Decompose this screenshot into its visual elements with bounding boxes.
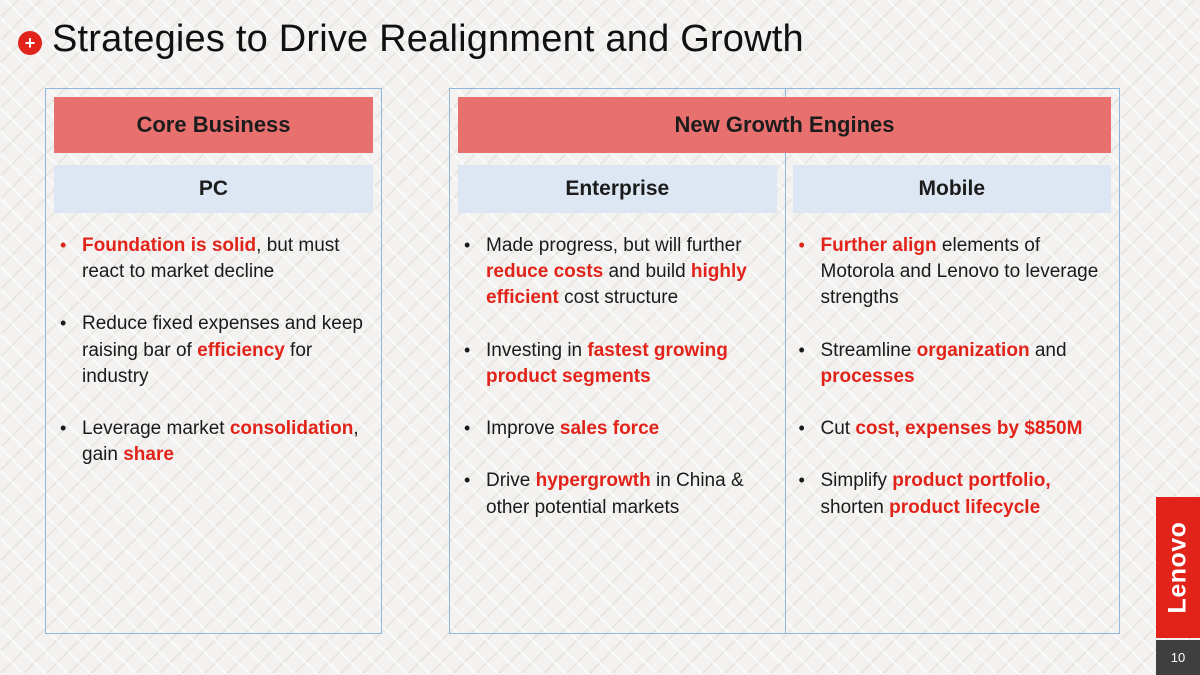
bullet-text: Foundation is solid, but must react to m… [82,235,340,283]
bullet-marker: • [60,313,67,334]
enterprise-bullet-list: • Made progress, but will further reduce … [460,233,779,521]
new-growth-engines-header: New Growth Engines [458,97,1111,153]
bullet-text: Leverage market consolidation, gain shar… [82,418,359,466]
bullet-text: Improve sales force [486,418,660,440]
column-enterprise: Enterprise • Made progress, but will furt… [450,165,785,625]
list-item: • Improve sales force [460,416,779,442]
bullet-marker: • [464,418,471,439]
bullet-text: Drive hypergrowth in China & other poten… [486,470,744,518]
column-mobile: Mobile • Further align elements of Motoro… [785,165,1120,625]
list-item: • Streamline organization and processes [795,338,1114,390]
page-title: Strategies to Drive Realignment and Grow… [52,18,804,60]
list-item: • Leverage market consolidation, gain sha… [56,416,375,468]
page-number: 10 [1156,640,1200,675]
mobile-bullet-list: • Further align elements of Motorola and … [795,233,1114,521]
core-business-header: Core Business [54,97,373,153]
bullet-marker: • [60,235,67,255]
list-item: • Simplify product portfolio, shorten pro… [795,468,1114,520]
bullet-text: Simplify product portfolio, shorten prod… [820,470,1051,518]
bullet-marker: • [798,339,805,360]
pc-bullet-list: • Foundation is solid, but must react to … [56,233,375,469]
bullet-text: Investing in fastest growing product seg… [486,339,728,387]
bullet-text: Reduce fixed expenses and keep raising b… [82,313,363,387]
pc-subheader: PC [54,165,373,213]
plus-icon: + [18,30,42,55]
list-item: • Foundation is solid, but must react to … [56,233,375,285]
list-item: • Further align elements of Motorola and … [795,233,1114,312]
bullet-marker: • [798,470,805,491]
mobile-subheader: Mobile [792,165,1111,213]
bullet-marker: • [464,470,471,491]
panel-new-growth-engines: New Growth Engines Enterprise • Made prog… [449,88,1120,634]
bullet-marker: • [60,418,67,439]
column-divider [784,89,786,633]
bullet-marker: • [798,235,805,255]
column-pc: PC • Foundation is solid, but must react … [46,165,381,625]
list-item: • Cut cost, expenses by $850M [795,416,1114,442]
bullet-text: Streamline organization and processes [820,339,1067,387]
title-row: + Strategies to Drive Realignment and Gr… [18,18,804,61]
list-item: • Drive hypergrowth in China & other pote… [460,468,779,520]
list-item: • Investing in fastest growing product se… [460,338,779,390]
panel-core-business: Core Business PC • Foundation is solid, b… [45,88,382,634]
lenovo-logo-text: Lenovo [1163,521,1192,614]
bullet-marker: • [798,418,805,439]
enterprise-subheader: Enterprise [458,165,777,213]
bullet-text: Further align elements of Motorola and L… [820,235,1099,309]
bullet-marker: • [464,339,471,360]
lenovo-logo: Lenovo [1156,497,1200,638]
list-item: • Made progress, but will further reduce … [460,233,779,312]
bullet-text: Made progress, but will further reduce c… [486,235,747,309]
list-item: • Reduce fixed expenses and keep raising … [56,311,375,390]
bullet-text: Cut cost, expenses by $850M [820,418,1083,440]
bullet-marker: • [464,235,471,255]
